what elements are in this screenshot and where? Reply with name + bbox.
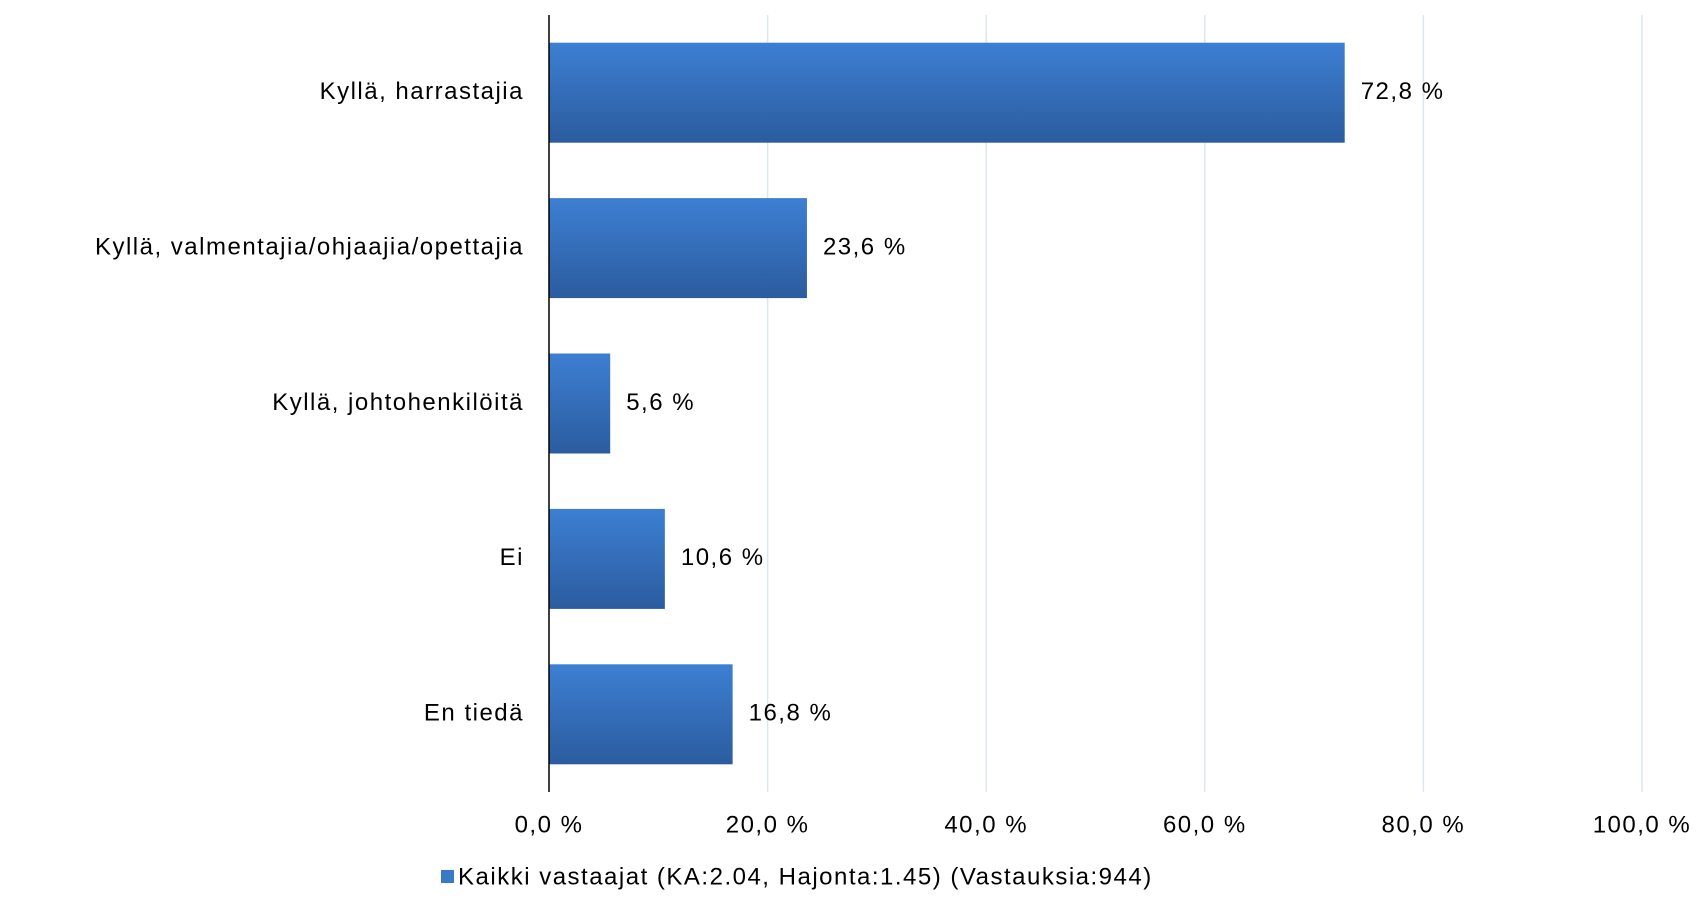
x-tick-label: 100,0 % xyxy=(1593,811,1692,838)
bar xyxy=(549,664,733,765)
x-tick-label: 80,0 % xyxy=(1382,811,1466,838)
bar xyxy=(549,508,665,609)
x-tick-label: 60,0 % xyxy=(1163,811,1247,838)
bar xyxy=(549,198,807,299)
data-label: 72,8 % xyxy=(1361,78,1445,105)
x-tick-label: 40,0 % xyxy=(944,811,1028,838)
y-tick-label: Ei xyxy=(500,544,524,571)
data-label: 5,6 % xyxy=(626,389,695,416)
y-tick-label: Kyllä, harrastajia xyxy=(320,78,524,105)
legend-swatch xyxy=(441,870,454,883)
legend-label: Kaikki vastaajat (KA:2.04, Hajonta:1.45)… xyxy=(458,863,1153,890)
x-tick-label: 0,0 % xyxy=(515,811,584,838)
bar xyxy=(549,353,611,454)
data-label: 10,6 % xyxy=(681,544,765,571)
bar xyxy=(549,42,1345,143)
y-tick-label: Kyllä, johtohenkilöitä xyxy=(272,389,524,416)
data-label: 23,6 % xyxy=(823,233,907,260)
x-tick-label: 20,0 % xyxy=(726,811,810,838)
data-label: 16,8 % xyxy=(749,700,833,727)
y-tick-label: Kyllä, valmentajia/ohjaajia/opettajia xyxy=(95,233,524,260)
y-tick-label: En tiedä xyxy=(424,700,524,727)
